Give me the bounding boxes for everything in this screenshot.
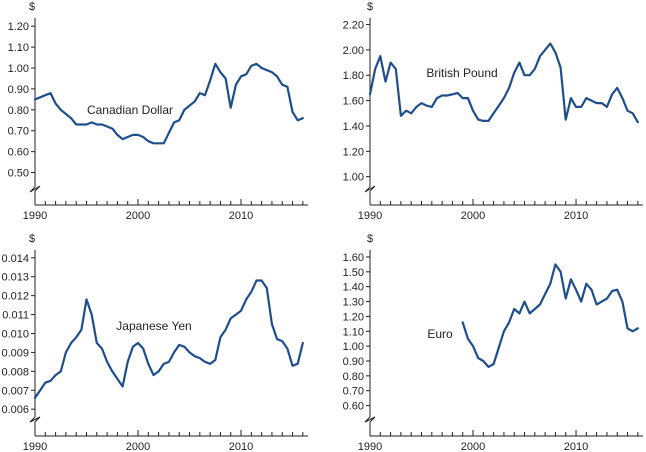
british-pound-y-tick-label: 2.20	[343, 20, 364, 32]
euro-series-label: Euro	[427, 327, 453, 341]
canadian-dollar-y-axis-ticks: 0.50 0.60 0.70 0.80 0.90 1.00 1.10 1.20	[8, 21, 35, 180]
japanese-yen-series-line	[33, 279, 304, 399]
japanese-yen-series-label: Japanese Yen	[116, 319, 191, 333]
japanese-yen-x-tick-label: 2000	[126, 441, 150, 452]
japanese-yen-y-tick-label: 0.007	[1, 385, 29, 397]
canadian-dollar-y-tick-label: 0.80	[8, 105, 29, 117]
euro-y-tick-label: 1.30	[343, 297, 364, 309]
british-pound-y-tick-label: 1.80	[343, 70, 364, 82]
canadian-dollar-y-tick-label: 1.10	[8, 42, 29, 54]
euro-y-tick-label: 0.90	[343, 356, 364, 368]
euro-y-tick-label: 1.40	[343, 282, 364, 294]
british-pound-y-tick-label: 1.60	[343, 96, 364, 108]
canadian-dollar-x-tick-label: 2000	[126, 210, 150, 222]
canadian-dollar-x-tick-label: 1990	[23, 210, 47, 222]
canadian-dollar-series-line	[33, 62, 304, 145]
british-pound-x-axis-ticks: 1990 2000 2010	[358, 199, 639, 222]
japanese-yen-y-tick-label: 0.012	[1, 291, 29, 303]
japanese-yen-axis-break-mark	[29, 416, 41, 423]
euro-x-tick-label: 2010	[564, 441, 588, 452]
canadian-dollar-y-tick-label: 0.70	[8, 126, 29, 138]
canadian-dollar-axis-break-mark	[29, 185, 41, 193]
euro-y-tick-label: 0.70	[343, 386, 364, 398]
euro-x-tick-label: 2000	[461, 441, 485, 452]
british-pound-x-tick-label: 2000	[461, 210, 485, 222]
japanese-yen-y-axis-ticks: 0.006 0.007 0.008 0.009 0.010 0.011 0.012 0.013…	[1, 253, 35, 416]
british-pound-y-tick-label: 1.00	[343, 172, 364, 184]
japanese-yen-y-tick-label: 0.006	[1, 404, 29, 416]
canadian-dollar-x-axis-ticks: 1990 2000 2010	[23, 199, 304, 222]
euro-y-tick-label: 1.50	[343, 267, 364, 279]
euro-y-tick-label: 0.80	[343, 371, 364, 383]
euro-y-tick-label: 1.10	[343, 326, 364, 338]
euro-y-tick-label: 0.60	[343, 401, 364, 413]
japanese-yen-panel: $ Japanese Yen 0.006 0.007 0.008 0.009 0.010…	[1, 233, 308, 452]
canadian-dollar-x-tick-label: 2010	[229, 210, 253, 222]
british-pound-panel: $ British Pound 1.00 1.20 1.40 1.60 1.80 2.00…	[343, 1, 643, 222]
euro-x-tick-label: 1990	[358, 441, 382, 452]
british-pound-unit-label: $	[367, 1, 373, 13]
british-pound-y-axis-ticks: 1.00 1.20 1.40 1.60 1.80 2.00 2.20	[343, 20, 370, 184]
british-pound-y-tick-label: 1.40	[343, 121, 364, 133]
japanese-yen-x-tick-label: 2010	[229, 441, 253, 452]
euro-unit-label: $	[367, 233, 373, 245]
japanese-yen-y-tick-label: 0.011	[2, 310, 29, 322]
canadian-dollar-y-tick-label: 0.50	[8, 168, 29, 180]
british-pound-series-line	[368, 42, 639, 124]
euro-y-tick-label: 1.20	[343, 311, 364, 323]
british-pound-axis-break-mark	[364, 185, 376, 193]
japanese-yen-y-tick-label: 0.010	[1, 329, 29, 341]
canadian-dollar-panel: $ Canadian Dollar 0.50 0.60 0.70 0.80 0.90 1.…	[8, 1, 308, 222]
canadian-dollar-y-tick-label: 1.00	[8, 63, 29, 75]
british-pound-x-tick-label: 1990	[358, 210, 382, 222]
euro-y-tick-label: 1.00	[343, 341, 364, 353]
british-pound-series-label: British Pound	[426, 66, 497, 80]
euro-x-axis-ticks: 1990 2000 2010	[358, 430, 639, 452]
japanese-yen-unit-label: $	[29, 233, 35, 245]
euro-panel: $ Euro 0.60 0.70 0.80 0.90 1.00 1.10 1.20 1.30 1…	[343, 233, 643, 452]
japanese-yen-y-tick-label: 0.008	[1, 366, 29, 378]
japanese-yen-y-tick-label: 0.014	[1, 253, 29, 265]
japanese-yen-y-tick-label: 0.013	[1, 272, 29, 284]
euro-axis-break-mark	[364, 416, 376, 423]
canadian-dollar-unit-label: $	[29, 1, 35, 13]
british-pound-y-tick-label: 1.20	[343, 146, 364, 158]
british-pound-y-tick-label: 2.00	[343, 45, 364, 57]
japanese-yen-x-axis-ticks: 1990 2000 2010	[23, 430, 304, 452]
canadian-dollar-y-tick-label: 0.90	[8, 84, 29, 96]
euro-y-axis-ticks: 0.60 0.70 0.80 0.90 1.00 1.10 1.20 1.30 1.40 1.50…	[343, 252, 370, 413]
japanese-yen-y-tick-label: 0.009	[1, 347, 29, 359]
canadian-dollar-y-tick-label: 0.60	[8, 147, 29, 159]
euro-series-line	[461, 263, 639, 368]
canadian-dollar-series-label: Canadian Dollar	[87, 103, 173, 117]
british-pound-x-tick-label: 2010	[564, 210, 588, 222]
euro-y-tick-label: 1.60	[343, 252, 364, 264]
japanese-yen-x-tick-label: 1990	[23, 441, 47, 452]
canadian-dollar-y-tick-label: 1.20	[8, 21, 29, 33]
